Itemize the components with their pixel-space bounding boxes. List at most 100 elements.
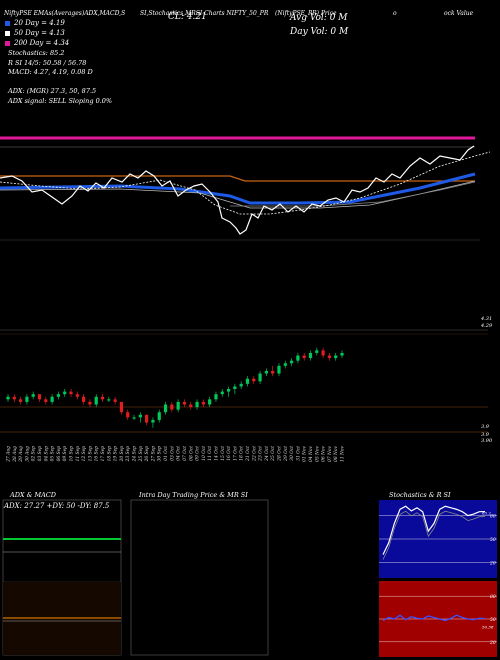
candle-body (321, 350, 325, 356)
date-label: 23 Sep (126, 446, 131, 463)
date-label: 01 Nov (303, 445, 308, 461)
ema-legend: 20 Day = 4.19 50 Day = 4.13 200 Day = 4.… (5, 18, 69, 49)
date-label: 12 Sep (82, 446, 87, 462)
price-line (0, 145, 475, 235)
header-far-right: o (393, 10, 397, 17)
stoch-level-80-label: 80 (490, 514, 496, 520)
candle-body (245, 378, 250, 384)
date-label: 30 Aug (25, 446, 30, 462)
date-label: 20 Sep (120, 446, 125, 463)
date-label: 04 Oct (177, 446, 182, 461)
candle-body (19, 399, 23, 402)
candle-body (334, 355, 338, 359)
candle-body (170, 404, 174, 410)
axis-label-top-2: 4.29 (480, 323, 493, 329)
dark-avg-line (0, 180, 476, 209)
price-axis: 4.314.293.93.93.90 (480, 316, 493, 444)
indicator-stats: Stochastics: 85.2 R SI 14/5: 50.58 / 56.… (8, 49, 112, 106)
candle-body (226, 389, 231, 392)
rsi-level-50-label: 50 (490, 617, 496, 623)
candle-body (252, 378, 256, 382)
candle-body (44, 399, 48, 402)
candle-body (107, 399, 111, 401)
date-label: 28 Aug (13, 446, 18, 463)
rsi-value-label: 50.58 (482, 625, 494, 630)
date-label: 28 Oct (277, 446, 282, 462)
header-mid: SI,Stochastics,MRSI Charts NIFTY_50_PR (140, 10, 269, 17)
stoch-value-label: 85.2 (482, 511, 491, 516)
candle-body (189, 404, 193, 408)
legend-swatch-ema50 (5, 30, 10, 36)
date-label: 29 Aug (19, 446, 24, 463)
stoch-d-line (382, 510, 486, 560)
legend-label-ema50: 50 Day = 4.13 (14, 29, 65, 38)
candle-body (75, 394, 79, 397)
candle-body (50, 396, 54, 402)
candle-body (296, 355, 300, 361)
stat-macd: MACD: 4.27, 4.19, 0.08 D (8, 68, 93, 76)
candle-body (163, 404, 168, 413)
date-label: 26 Sep (145, 446, 150, 463)
ema20-line (0, 172, 476, 205)
axis-label-top: 4.31 (480, 316, 492, 322)
candle-body (6, 396, 10, 400)
date-label: 30 Oct (290, 446, 295, 461)
stat-stochastics: Stochastics: 85.2 (8, 49, 65, 57)
date-label: 10 Oct (202, 446, 207, 461)
date-label: 24 Oct (265, 446, 270, 462)
axis-label-bottom-3: 3.90 (481, 438, 493, 444)
date-label: 13 Sep (88, 446, 93, 462)
date-label: 16 Oct (227, 446, 232, 461)
date-label: 27 Sep (151, 446, 156, 463)
date-label: 27 Aug (7, 446, 12, 463)
rsi-level-80-label: 80 (490, 594, 496, 600)
ema50-line (0, 151, 491, 215)
date-label: 11 Oct (208, 446, 213, 461)
date-label: 08 Oct (189, 446, 194, 461)
candle-body (214, 394, 218, 400)
date-label: 07 Oct (183, 446, 188, 461)
candle-body (289, 360, 294, 364)
candle-body (88, 401, 92, 405)
orange-avg-line (0, 175, 475, 182)
date-label: 21 Oct (246, 446, 251, 462)
candle-body (100, 396, 105, 400)
date-label: 17 Oct (233, 446, 238, 461)
date-label: 06 Sep (57, 446, 62, 462)
stoch-panel-title: Stochastics & R SI (389, 491, 451, 499)
date-axis: 27 Aug 28 Aug 29 Aug 30 Aug 02 Sep 03 Sep 04 S… (7, 445, 346, 462)
date-label: 17 Sep (101, 446, 106, 462)
date-label: 05 Sep (51, 446, 56, 462)
date-label: 14 Oct (214, 446, 219, 461)
legend-swatch-ema200 (5, 40, 10, 46)
axis-label-bottom-2: 3.9 (481, 432, 490, 438)
date-label: 09 Oct (196, 446, 201, 461)
candle-body (258, 373, 262, 382)
legend-label-ema200: 200 Day = 4.34 (14, 39, 70, 48)
stoch-k-line (382, 505, 486, 555)
candles-group (0, 329, 488, 433)
intraday-panel-title: Intra Day Trading Price & MR SI (139, 491, 248, 499)
date-label: 01 Oct (164, 446, 169, 461)
date-label: 08 Nov (334, 445, 339, 461)
stat-adx: ADX: (MGR) 27.3, 50, 87.5 (8, 87, 97, 95)
date-label: 04 Sep (44, 446, 49, 462)
date-label: 05 Nov (315, 445, 320, 461)
date-label: 16 Sep (95, 446, 100, 462)
candle-body (182, 401, 187, 405)
legend-swatch-ema20 (5, 20, 10, 26)
axis-label-bottom: 3.9 (481, 424, 490, 430)
day-volume: Day Vol: 0 M (290, 27, 349, 37)
candle-body (315, 350, 319, 353)
candle-body (151, 419, 155, 423)
date-label: 10 Sep (70, 446, 75, 462)
candle-body (195, 401, 199, 408)
candle-body (63, 391, 67, 395)
close-label: CL: 4.21 (168, 12, 207, 22)
header-edge: ock Value (444, 10, 474, 17)
candle-body (220, 391, 224, 395)
date-label: 25 Sep (139, 446, 144, 463)
candle-body (56, 394, 61, 397)
candle-body (176, 401, 180, 410)
